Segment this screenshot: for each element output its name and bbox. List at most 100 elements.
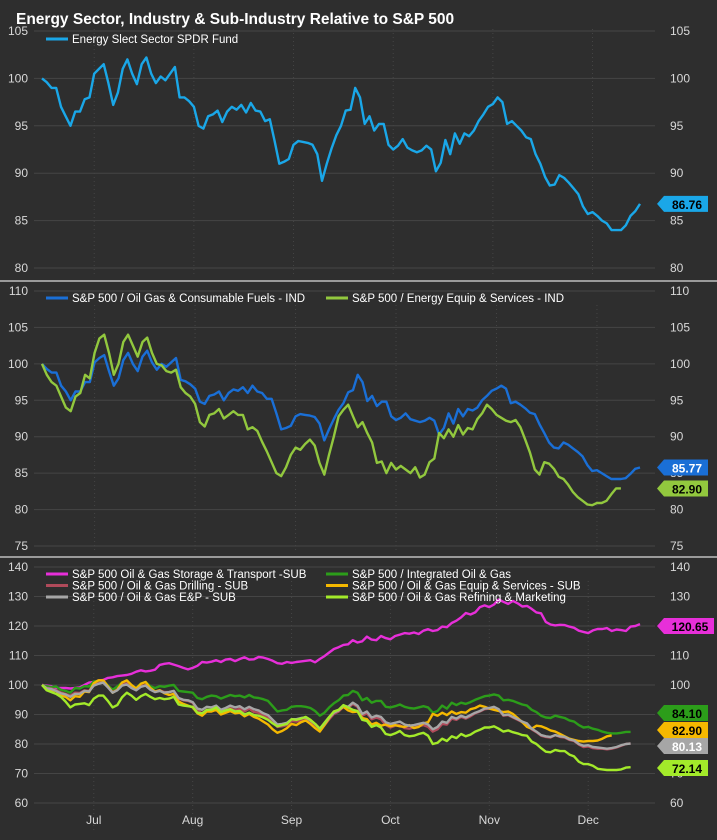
y-tick-label-left: 85: [15, 466, 29, 480]
series-line-0-0: [41, 56, 642, 232]
y-tick-label-right: 100: [670, 71, 690, 85]
legend-item: S&P 500 / Integrated Oil & Gas: [326, 569, 511, 581]
x-tick-label: Nov: [479, 813, 500, 827]
y-tick-label-right: 130: [670, 590, 690, 604]
y-tick-label-left: 80: [15, 503, 29, 517]
last-value-marker: [657, 195, 708, 212]
legend-label: S&P 500 / Oil & Gas E&P - SUB: [72, 592, 236, 604]
last-value-label: 80.13: [672, 740, 702, 754]
legend-item: S&P 500 / Oil & Gas Equip & Services - S…: [326, 581, 581, 593]
y-tick-label-right: 100: [670, 357, 690, 371]
text-layer: 80 80 85 85 90 90 95 95 100 100 105 105 86.76 Energy …: [8, 11, 714, 827]
y-tick-label-left: 90: [15, 708, 29, 722]
legend-2: S&P 500 Oil & Gas Storage & Transport -S…: [46, 569, 581, 604]
x-tick-label: Aug: [182, 813, 203, 827]
last-value-tag: 86.76: [657, 195, 708, 212]
y-tick-label-right: 95: [670, 119, 684, 133]
last-value-marker: [657, 722, 708, 738]
legend-1: S&P 500 / Oil Gas & Consumable Fuels - I…: [46, 293, 564, 305]
y-tick-label-left: 75: [15, 539, 29, 553]
y-tick-label-left: 120: [8, 619, 28, 633]
last-value-tag: 85.77: [657, 459, 708, 476]
legend-label: S&P 500 / Oil & Gas Equip & Services - S…: [352, 581, 581, 593]
y-tick-label-right: 100: [670, 678, 690, 692]
last-value-marker: [657, 459, 708, 476]
y-tick-label-left: 140: [8, 560, 28, 574]
y-tick-label-left: 70: [15, 767, 29, 781]
series-line-2-5: [41, 684, 631, 772]
last-value-label: 82.90: [672, 482, 702, 496]
x-tick-label: Dec: [578, 813, 599, 827]
legend-item: S&P 500 / Oil & Gas Drilling - SUB: [46, 581, 249, 593]
x-tick-label: Sep: [281, 813, 303, 827]
y-tick-label-left: 90: [15, 430, 29, 444]
y-tick-label-left: 100: [8, 357, 28, 371]
y-tick-label-right: 95: [670, 393, 684, 407]
last-value-marker: [657, 705, 708, 721]
last-value-label: 120.65: [672, 620, 709, 634]
chart-title: Energy Sector, Industry & Sub-Industry R…: [16, 11, 454, 28]
y-tick-label-right: 110: [670, 284, 689, 298]
y-tick-label-left: 105: [8, 24, 28, 38]
last-value-tag: 72.14: [657, 760, 708, 776]
y-tick-label-left: 100: [8, 71, 28, 85]
legend-item: S&P 500 / Energy Equip & Services - IND: [326, 293, 564, 305]
last-value-label: 72.14: [672, 762, 702, 776]
legend-item: S&P 500 / Oil & Gas E&P - SUB: [46, 592, 236, 604]
series-line-2-0: [41, 598, 641, 690]
y-tick-label-right: 90: [670, 166, 684, 180]
y-tick-label-right: 85: [670, 214, 684, 228]
last-value-tag: 120.65: [657, 618, 714, 634]
legend-label: S&P 500 / Oil & Gas Refining & Marketing: [352, 592, 566, 604]
last-value-tag: 82.90: [657, 722, 708, 738]
last-value-tag: 84.10: [657, 705, 708, 721]
y-tick-label-right: 140: [670, 560, 690, 574]
y-tick-label-right: 80: [670, 261, 684, 275]
last-value-label: 86.76: [672, 198, 702, 212]
series-line-1-1: [40, 333, 621, 507]
series-layer: [40, 56, 642, 772]
y-tick-label-right: 90: [670, 430, 684, 444]
y-tick-label-right: 80: [670, 503, 684, 517]
x-tick-label: Jul: [86, 813, 101, 827]
legend-label: S&P 500 / Oil Gas & Consumable Fuels - I…: [72, 293, 305, 305]
y-tick-label-right: 75: [670, 539, 684, 553]
last-value-marker: [657, 738, 708, 754]
last-value-label: 82.90: [672, 724, 702, 738]
series-line-1-0: [41, 349, 641, 481]
x-tick-label: Oct: [381, 813, 400, 827]
legend-item: S&P 500 / Oil Gas & Consumable Fuels - I…: [46, 293, 305, 305]
last-value-tag: 82.90: [657, 480, 708, 497]
y-tick-label-left: 130: [8, 590, 28, 604]
y-tick-label-left: 85: [15, 214, 29, 228]
y-tick-label-left: 80: [15, 261, 29, 275]
legend-0: Energy Slect Sector SPDR Fund: [46, 34, 238, 46]
legend-label: Energy Slect Sector SPDR Fund: [72, 34, 238, 46]
last-value-marker: [657, 480, 708, 497]
y-tick-label-left: 95: [15, 393, 29, 407]
y-tick-label-right: 60: [670, 796, 684, 810]
last-value-label: 85.77: [672, 462, 702, 476]
legend-item: S&P 500 / Oil & Gas Refining & Marketing: [326, 592, 566, 604]
legend-item: S&P 500 Oil & Gas Storage & Transport -S…: [46, 569, 307, 581]
y-tick-label-left: 80: [15, 737, 29, 751]
y-tick-label-left: 110: [9, 649, 28, 663]
legend-label: S&P 500 / Energy Equip & Services - IND: [352, 293, 564, 305]
y-tick-label-right: 105: [670, 320, 690, 334]
legend-item: Energy Slect Sector SPDR Fund: [46, 34, 238, 46]
y-tick-label-left: 110: [9, 284, 28, 298]
legend-label: S&P 500 / Oil & Gas Drilling - SUB: [72, 581, 249, 593]
y-tick-label-right: 110: [670, 649, 689, 663]
last-value-label: 84.10: [672, 707, 702, 721]
last-value-marker: [657, 618, 714, 634]
last-value-tag: 80.13: [657, 738, 708, 754]
y-tick-label-left: 60: [15, 796, 29, 810]
y-tick-label-left: 105: [8, 320, 28, 334]
last-value-marker: [657, 760, 708, 776]
y-tick-label-left: 100: [8, 678, 28, 692]
legend-label: S&P 500 / Integrated Oil & Gas: [352, 569, 511, 581]
y-tick-label-left: 95: [15, 119, 29, 133]
y-tick-label-left: 90: [15, 166, 29, 180]
